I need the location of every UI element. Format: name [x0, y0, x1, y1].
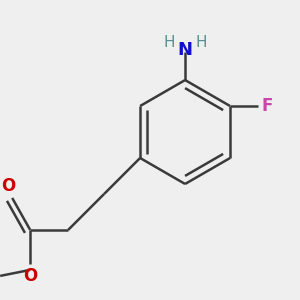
- Text: H: H: [195, 34, 207, 50]
- Text: N: N: [178, 41, 193, 59]
- Text: O: O: [23, 267, 37, 285]
- Text: O: O: [1, 177, 15, 195]
- Text: F: F: [261, 97, 273, 115]
- Text: H: H: [164, 34, 175, 50]
